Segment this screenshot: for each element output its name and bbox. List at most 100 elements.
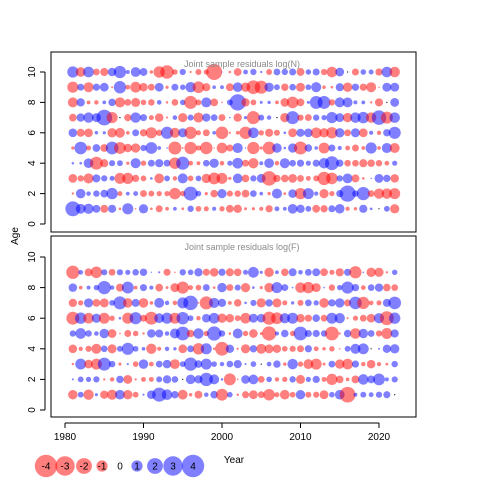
residual-bubble bbox=[376, 361, 382, 367]
residual-bubble bbox=[296, 68, 305, 76]
residual-bubble bbox=[274, 84, 280, 91]
residual-bubble bbox=[122, 203, 134, 215]
residual-bubble bbox=[297, 114, 304, 121]
residual-bubble bbox=[337, 284, 343, 291]
residual-bubble bbox=[101, 269, 108, 276]
residual-bubble bbox=[296, 98, 305, 107]
residual-bubble bbox=[366, 359, 376, 369]
residual-bubble bbox=[183, 186, 198, 201]
residual-bubble bbox=[209, 297, 220, 308]
residual-bubble bbox=[83, 173, 94, 184]
residual-bubble bbox=[74, 141, 87, 155]
residual-bubble bbox=[107, 128, 117, 138]
residual-bubble bbox=[178, 344, 188, 354]
residual-bubble bbox=[352, 144, 359, 152]
residual-bubble bbox=[326, 127, 338, 139]
residual-bubble bbox=[326, 172, 338, 185]
residual-bubble bbox=[85, 330, 92, 337]
residual-bubble bbox=[359, 204, 368, 213]
residual-bubble bbox=[114, 142, 126, 154]
residual-bubble bbox=[148, 190, 155, 197]
residual-bubble bbox=[93, 284, 100, 291]
residual-bubble bbox=[267, 100, 271, 105]
residual-bubble bbox=[314, 191, 319, 196]
residual-bubble bbox=[217, 189, 227, 199]
residual-bubble bbox=[164, 190, 170, 197]
residual-bubble bbox=[304, 114, 312, 122]
residual-bubble bbox=[353, 100, 358, 105]
residual-bubble bbox=[216, 142, 228, 154]
residual-bubble bbox=[117, 191, 123, 197]
residual-bubble bbox=[199, 296, 213, 310]
residual-bubble bbox=[126, 363, 129, 366]
residual-bubble bbox=[109, 285, 115, 290]
residual-bubble bbox=[92, 174, 101, 183]
residual-bubble bbox=[212, 130, 216, 135]
residual-bubble bbox=[390, 174, 399, 183]
residual-bubble bbox=[305, 376, 311, 382]
residual-bubble bbox=[250, 299, 257, 306]
residual-bubble bbox=[313, 114, 320, 121]
residual-bubble bbox=[244, 147, 247, 149]
residual-bubble bbox=[69, 113, 77, 122]
x-tick-label: 2010 bbox=[289, 432, 312, 443]
residual-bubble bbox=[204, 392, 209, 397]
residual-bubble bbox=[78, 269, 84, 275]
panel-bottom-frame bbox=[50, 235, 417, 418]
residual-bubble bbox=[208, 312, 220, 324]
residual-bubble bbox=[254, 80, 268, 94]
x-tick-label: 2000 bbox=[211, 432, 234, 443]
residual-bubble bbox=[84, 268, 93, 277]
residual-bubble bbox=[100, 67, 109, 77]
residual-bubble bbox=[75, 203, 86, 214]
residual-bubble bbox=[264, 282, 274, 293]
residual-bubble bbox=[118, 207, 122, 211]
residual-bubble bbox=[344, 268, 352, 276]
residual-bubble bbox=[353, 207, 358, 211]
y-tick-label: 10 bbox=[27, 251, 38, 263]
residual-bubble bbox=[282, 300, 288, 306]
residual-bubble bbox=[248, 127, 259, 139]
residual-bubble bbox=[259, 100, 263, 104]
residual-bubble bbox=[201, 173, 211, 184]
residual-bubble bbox=[68, 128, 78, 138]
residual-bubble bbox=[381, 188, 393, 199]
residual-bubble bbox=[336, 159, 344, 167]
residual-bubble bbox=[361, 361, 366, 367]
residual-bubble bbox=[229, 94, 246, 111]
residual-bubble bbox=[92, 83, 100, 91]
residual-bubble bbox=[390, 329, 399, 338]
residual-bubble bbox=[99, 82, 109, 92]
y-tick-label: 0 bbox=[27, 221, 38, 227]
residual-bubble bbox=[227, 160, 233, 166]
residual-bubble bbox=[264, 158, 274, 169]
residual-bubble bbox=[241, 98, 250, 107]
residual-bubble bbox=[90, 266, 103, 279]
residual-bubble bbox=[378, 347, 380, 350]
residual-bubble bbox=[172, 176, 178, 181]
residual-bubble bbox=[273, 68, 281, 76]
panel-top-y-axis: 0 2 4 6 8 10 bbox=[27, 66, 46, 227]
residual-bubble bbox=[164, 346, 170, 352]
residual-bubble bbox=[168, 141, 182, 155]
residual-bubble bbox=[276, 117, 278, 119]
residual-bubble bbox=[200, 343, 212, 355]
residual-bubble bbox=[321, 115, 327, 121]
residual-bubble bbox=[384, 160, 390, 166]
residual-bubble bbox=[286, 111, 300, 125]
residual-bubble bbox=[228, 70, 232, 74]
residual-bubble bbox=[389, 66, 400, 78]
residual-bubble bbox=[71, 161, 75, 165]
residual-bubble bbox=[263, 388, 275, 401]
residual-bubble bbox=[140, 160, 147, 166]
residual-bubble bbox=[132, 174, 140, 183]
residual-bubble bbox=[289, 159, 296, 167]
residual-bubble bbox=[219, 160, 225, 166]
residual-bubble bbox=[386, 101, 388, 103]
residual-bubble bbox=[165, 286, 169, 290]
residual-bubble bbox=[389, 112, 400, 123]
residual-bubble bbox=[165, 85, 169, 89]
residual-bubble bbox=[351, 68, 360, 76]
residual-bubble bbox=[272, 298, 282, 308]
residual-bubble bbox=[115, 127, 125, 138]
